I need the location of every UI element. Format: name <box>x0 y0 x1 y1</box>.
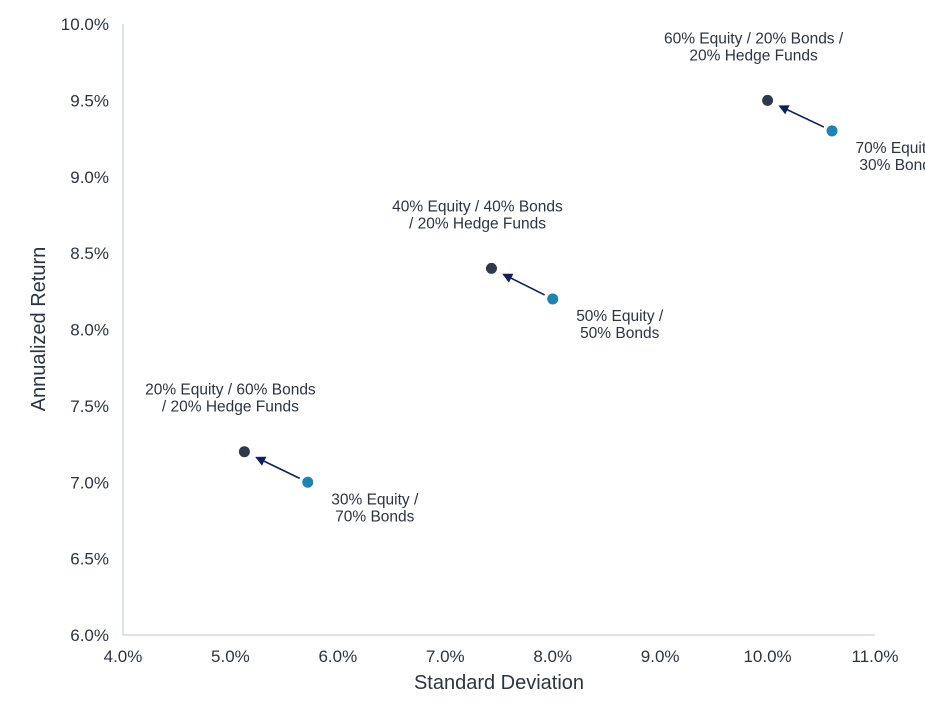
x-tick-label: 9.0% <box>641 647 680 666</box>
x-tick-labels: 4.0% 5.0% 6.0% 7.0% 8.0% 9.0% 10.0% 11.0% <box>104 647 899 666</box>
x-tick-label: 10.0% <box>743 647 791 666</box>
traditional-portfolio-point <box>302 476 314 488</box>
shift-arrow <box>778 105 825 128</box>
x-tick-label: 6.0% <box>318 647 357 666</box>
hedge-fund-portfolio-label: 60% Equity / 20% Bonds /20% Hedge Funds <box>664 30 844 64</box>
x-tick-label: 11.0% <box>852 647 899 666</box>
y-tick-label: 10.0% <box>61 15 109 34</box>
hedge-fund-portfolio-label: 40% Equity / 40% Bonds/ 20% Hedge Funds <box>392 198 563 232</box>
y-tick-label: 7.0% <box>70 473 109 492</box>
y-tick-labels: 6.0% 6.5% 7.0% 7.5% 8.0% 8.5% 9.0% 9.5% 10.0% <box>61 15 109 645</box>
axes <box>122 24 875 636</box>
traditional-portfolio-point <box>826 125 838 137</box>
hedge-fund-portfolio-point <box>485 262 497 274</box>
x-tick-label: 8.0% <box>533 647 572 666</box>
x-tick-label: 5.0% <box>211 647 250 666</box>
shift-arrows <box>255 105 825 480</box>
shift-arrow <box>502 273 546 296</box>
y-tick-label: 7.5% <box>70 397 109 416</box>
data-points <box>238 94 838 488</box>
y-tick-label: 9.0% <box>70 168 109 187</box>
y-tick-label: 8.0% <box>70 321 109 340</box>
x-tick-label: 7.0% <box>426 647 465 666</box>
y-tick-label: 6.0% <box>70 626 109 645</box>
hedge-fund-portfolio-point <box>762 94 774 106</box>
point-labels: 30% Equity /70% Bonds 50% Equity /50% Bon… <box>145 30 925 525</box>
y-axis-title: Annualized Return <box>28 247 50 412</box>
x-tick-label: 4.0% <box>104 647 143 666</box>
hedge-fund-portfolio-label: 20% Equity / 60% Bonds/ 20% Hedge Funds <box>145 382 316 416</box>
traditional-portfolio-label: 50% Equity /50% Bonds <box>576 308 664 342</box>
traditional-portfolio-label: 30% Equity /70% Bonds <box>331 491 419 525</box>
traditional-portfolio-label: 70% Equity /30% Bonds <box>856 140 925 174</box>
traditional-portfolio-point <box>547 293 559 305</box>
y-tick-label: 8.5% <box>70 244 109 263</box>
hedge-fund-portfolio-point <box>238 446 250 458</box>
x-axis-title: Standard Deviation <box>414 672 584 694</box>
y-tick-label: 6.5% <box>70 550 109 569</box>
shift-arrow <box>255 456 301 480</box>
y-tick-label: 9.5% <box>70 91 109 110</box>
